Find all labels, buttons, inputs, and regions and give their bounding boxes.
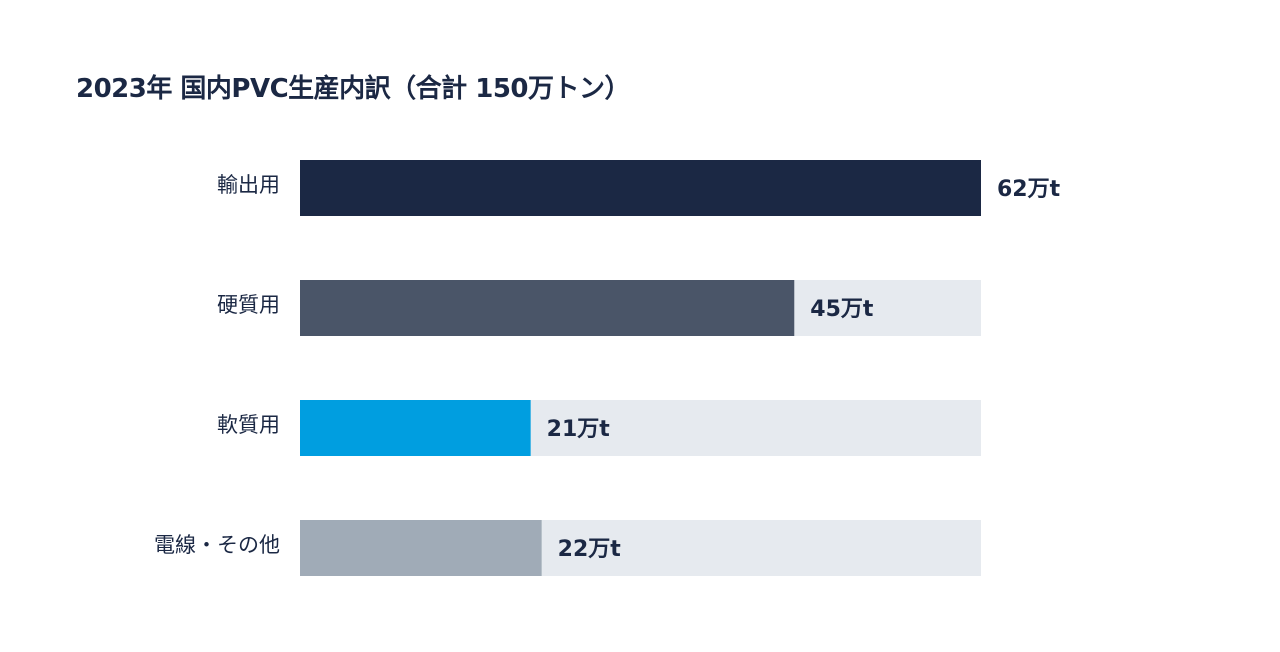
value-label: 21万t [547,417,611,442]
bar [300,520,542,576]
value-label: 62万t [997,177,1061,202]
category-label: 電線・その他 [154,533,280,557]
bar [300,400,531,456]
value-label: 45万t [810,297,874,322]
category-label: 輸出用 [217,173,280,197]
category-label: 軟質用 [217,413,280,437]
category-label: 硬質用 [217,293,280,317]
chart-title: 2023年 国内PVC生産内訳（合計 150万トン） [76,74,631,104]
bar [300,160,981,216]
bar [300,280,795,336]
value-label: 22万t [558,537,622,562]
